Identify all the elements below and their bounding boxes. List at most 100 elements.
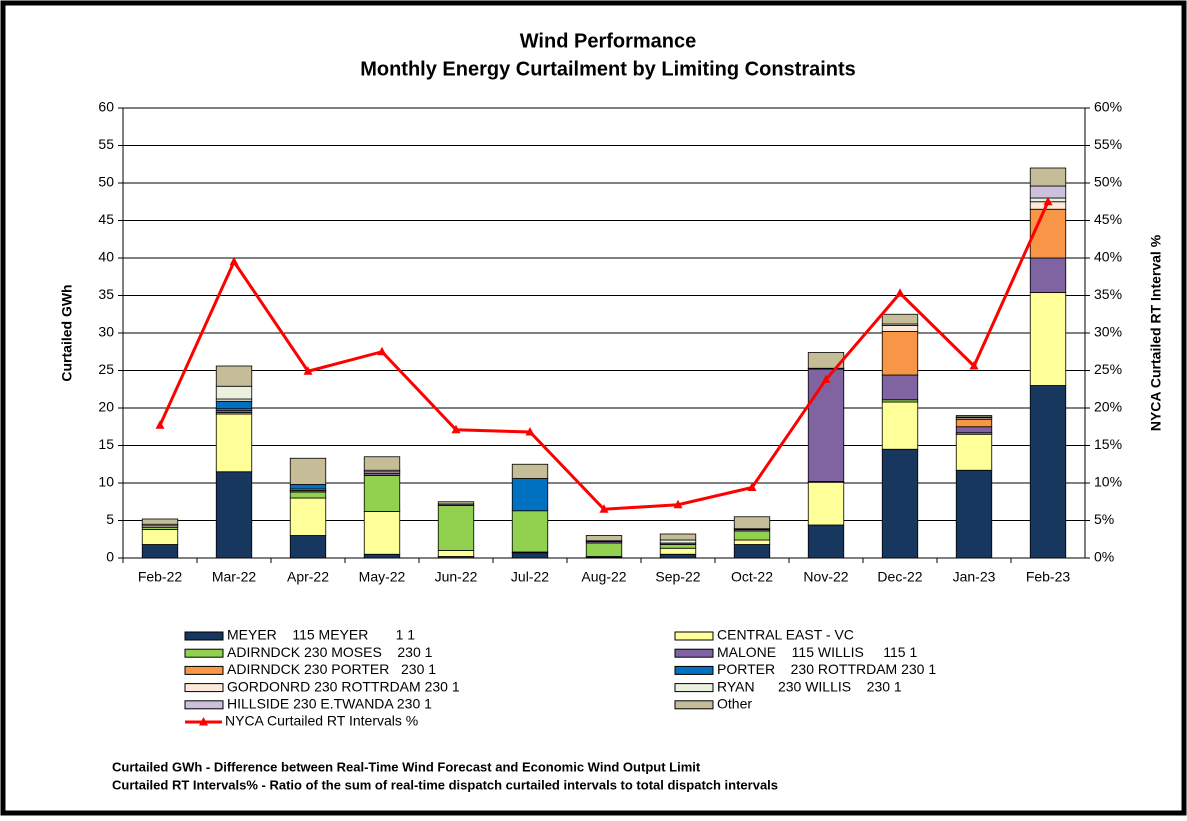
chart-subtitle: Monthly Energy Curtailment by Limiting C… xyxy=(360,58,856,80)
bar-segment xyxy=(1029,185,1067,199)
y-tick-label: 45 xyxy=(98,211,114,227)
y-tick-label: 35 xyxy=(98,286,114,302)
line-marker xyxy=(155,420,165,429)
legend-label: GORDONRD 230 ROTTRDAM 230 1 xyxy=(227,678,460,694)
legend-label: HILLSIDE 230 E.TWANDA 230 1 xyxy=(227,696,432,712)
footnote: Curtailed GWh - Difference between Real-… xyxy=(112,759,701,774)
y-tick-label: 15 xyxy=(98,436,114,452)
bar-segment xyxy=(215,385,253,400)
line-marker xyxy=(895,288,905,297)
legend-swatch xyxy=(674,631,714,641)
y-tick-label: 55 xyxy=(98,136,114,152)
bar-segment xyxy=(1029,292,1067,386)
bar-segment xyxy=(955,469,993,559)
bar-segment xyxy=(289,497,327,536)
bar-segment xyxy=(511,478,549,512)
bar-segment xyxy=(363,456,401,471)
line-marker xyxy=(451,424,461,434)
bar-segment xyxy=(659,553,697,559)
bar-segment xyxy=(955,418,993,428)
y2-tick-label: 30% xyxy=(1094,324,1122,340)
x-tick-label: Nov-22 xyxy=(803,569,848,585)
bar-segment xyxy=(141,544,179,559)
bar-segment xyxy=(215,400,253,410)
legend-label: NYCA Curtailed RT Intervals % xyxy=(225,713,418,729)
y2-tick-label: 25% xyxy=(1094,361,1122,377)
bar-segment xyxy=(807,524,845,559)
bar-segment xyxy=(363,511,401,555)
bar-segment xyxy=(659,544,697,549)
legend-label: ADIRNDCK 230 PORTER 230 1 xyxy=(227,661,436,677)
x-tick-label: Oct-22 xyxy=(731,569,773,585)
y2-tick-label: 5% xyxy=(1094,511,1114,527)
bar-segment xyxy=(511,510,549,553)
bar-segment xyxy=(807,481,845,526)
bar-segment xyxy=(289,457,327,485)
x-tick-label: Aug-22 xyxy=(581,569,626,585)
bar-segment xyxy=(659,547,697,555)
line-marker xyxy=(303,366,313,375)
bar-segment xyxy=(1029,208,1067,259)
line-marker xyxy=(969,361,979,370)
y2-tick-label: 35% xyxy=(1094,286,1122,302)
bar-segment xyxy=(363,475,401,512)
y2-tick-label: 45% xyxy=(1094,211,1122,227)
bar-segment xyxy=(1029,385,1067,559)
y-tick-label: 5 xyxy=(106,511,114,527)
line-marker xyxy=(525,427,535,436)
bar-segment xyxy=(215,365,253,387)
bar-segment xyxy=(733,544,771,559)
bar-segment xyxy=(437,505,475,551)
chart-title: Wind Performance xyxy=(520,30,697,52)
x-tick-label: Feb-22 xyxy=(138,569,183,585)
bar-segment xyxy=(1029,257,1067,293)
bar-segment xyxy=(585,542,623,557)
bar-segment xyxy=(881,331,919,376)
bar-segment xyxy=(955,433,993,471)
x-tick-label: Mar-22 xyxy=(212,569,257,585)
bar-segment xyxy=(1029,167,1067,187)
y-axis-label: Curtailed GWh xyxy=(59,284,75,381)
legend-swatch xyxy=(674,665,714,675)
line-marker xyxy=(1043,196,1053,206)
bar-segment xyxy=(585,535,623,542)
bar-segment xyxy=(141,529,179,545)
legend-marker xyxy=(199,717,208,726)
legend-label: MALONE 115 WILLIS 115 1 xyxy=(717,644,917,660)
y-tick-label: 25 xyxy=(98,361,114,377)
x-tick-label: Jun-22 xyxy=(435,569,478,585)
legend-label: PORTER 230 ROTTRDAM 230 1 xyxy=(717,661,936,677)
bar-segment xyxy=(289,491,327,499)
y-tick-label: 20 xyxy=(98,399,114,415)
y-tick-label: 40 xyxy=(98,249,114,265)
y2-tick-label: 60% xyxy=(1094,99,1122,115)
line-marker xyxy=(747,482,757,491)
line-marker xyxy=(599,504,609,513)
legend-label: Other xyxy=(717,696,752,712)
bar-segment xyxy=(659,533,697,541)
bar-segment xyxy=(881,448,919,559)
x-tick-label: Jan-23 xyxy=(953,569,996,585)
y-tick-label: 30 xyxy=(98,324,114,340)
bar-segment xyxy=(955,415,993,418)
y2-tick-label: 15% xyxy=(1094,436,1122,452)
y-tick-label: 0 xyxy=(106,549,114,565)
bar-segment xyxy=(881,325,919,332)
legend-label: ADIRNDCK 230 MOSES 230 1 xyxy=(227,644,433,660)
line-marker xyxy=(229,256,239,266)
y2-tick-label: 50% xyxy=(1094,174,1122,190)
legend-swatch xyxy=(674,648,714,658)
x-tick-label: Apr-22 xyxy=(287,569,329,585)
y2-tick-label: 10% xyxy=(1094,474,1122,490)
x-tick-label: Dec-22 xyxy=(877,569,922,585)
bar-segment xyxy=(289,484,327,490)
x-tick-label: May-22 xyxy=(359,569,406,585)
bar-segment xyxy=(955,426,993,434)
bar-segment xyxy=(215,471,253,559)
bar-segment xyxy=(733,516,771,530)
legend-swatch xyxy=(674,683,714,693)
legend-label: CENTRAL EAST - VC xyxy=(717,627,854,643)
legend-swatch xyxy=(184,648,224,658)
line-marker xyxy=(821,374,831,383)
